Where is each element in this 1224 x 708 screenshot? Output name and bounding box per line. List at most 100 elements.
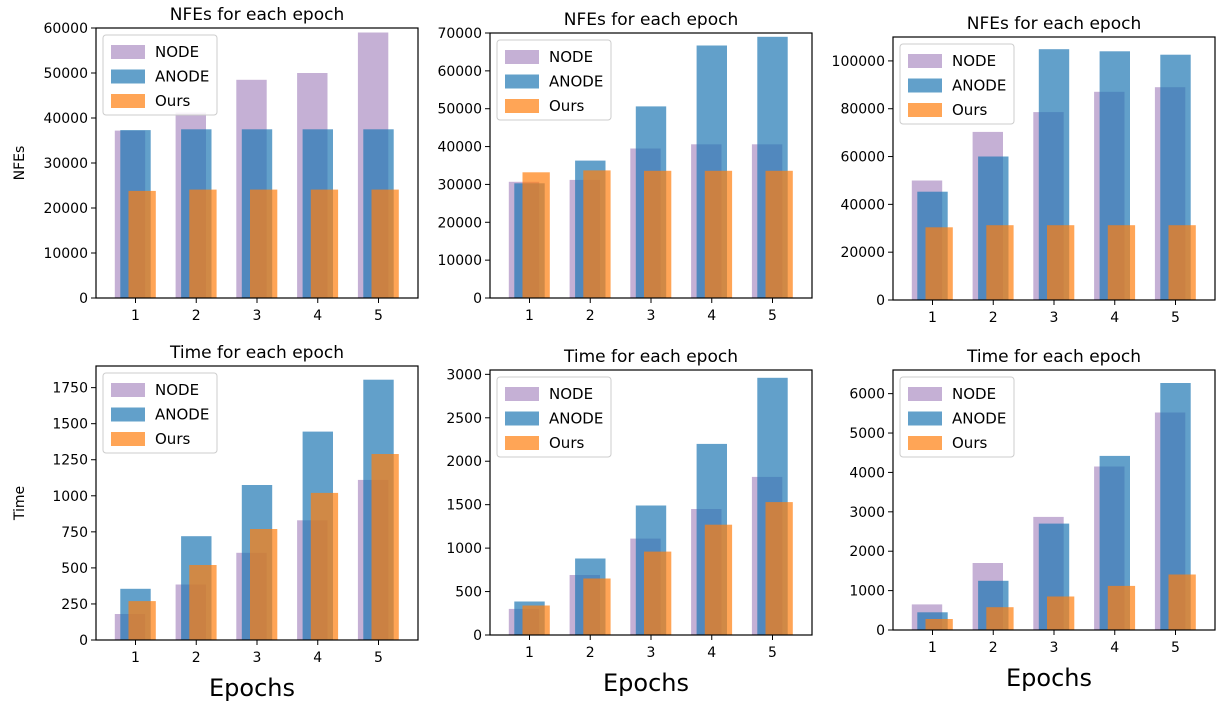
x-tick-label: 4 [313,650,322,666]
legend-label-anode: ANODE [155,406,209,424]
legend-label-anode: ANODE [155,68,209,86]
legend-swatch-anode [505,74,539,89]
legend-label-anode: ANODE [549,73,603,91]
legend-label-anode: ANODE [952,77,1006,95]
legend-swatch-ours [505,99,539,113]
legend-label-node: NODE [952,385,996,403]
legend-label-node: NODE [155,43,199,61]
y-tick-label: 40000 [437,140,482,156]
bar-ours-epoch-1 [128,190,156,298]
bar-ours-epoch-1 [128,601,156,640]
bar-ours-epoch-3 [1047,596,1075,630]
bar-ours-epoch-4 [310,492,339,640]
x-tick-label: 4 [1110,310,1119,326]
y-tick-label: 5000 [849,426,885,442]
legend-label-ours: Ours [155,92,190,110]
y-tick-label: 0 [79,291,88,307]
legend: NODE ANODE Ours [899,376,1015,458]
x-tick-label: 1 [525,645,534,661]
y-tick-label: 1500 [446,498,482,514]
chart-panel-3: 0 20000 40000 60000 80000 100000 1 2 3 4 5 NFEs for… [832,14,1216,326]
y-tick-label: 70000 [437,26,482,42]
legend: NODE ANODE Ours [102,34,218,116]
x-tick-label: 1 [928,310,937,326]
x-tick-label: 4 [707,308,716,324]
x-tick-label: 1 [131,308,140,324]
x-tick-label: 5 [1171,640,1180,656]
legend: NODE ANODE Ours [496,376,612,458]
bar-ours-epoch-2 [986,225,1014,300]
bar-ours-epoch-3 [250,189,278,298]
legend-label-ours: Ours [549,97,584,115]
y-tick-label: 3000 [849,505,885,521]
chart-panel-2: 0 10000 20000 30000 40000 50000 60000 70000 1 2 3 4… [437,10,813,324]
legend-label-anode: ANODE [952,410,1006,428]
chart-title: NFEs for each epoch [564,10,738,30]
y-tick-label: 1500 [52,417,88,433]
legend-swatch-ours [908,436,942,450]
y-tick-label: 30000 [43,156,88,172]
x-axis-label: Epochs [1006,664,1092,692]
y-tick-label: 60000 [437,64,482,80]
y-tick-label: 60000 [43,21,88,37]
legend-swatch-node [111,45,145,59]
y-tick-label: 2000 [849,544,885,560]
y-tick-label: 20000 [840,245,885,261]
x-tick-label: 2 [192,308,201,324]
bar-ours-epoch-3 [250,529,278,640]
x-tick-label: 3 [1050,640,1059,656]
bar-ours-epoch-1 [925,227,953,300]
bar-ours-epoch-4 [1107,585,1136,630]
y-tick-label: 10000 [437,253,482,269]
y-tick-label: 0 [473,291,482,307]
x-tick-label: 3 [1050,310,1059,326]
x-tick-label: 3 [647,308,656,324]
legend-label-anode: ANODE [549,410,603,428]
x-tick-label: 4 [707,645,716,661]
chart-panel-5: 0 500 1000 1500 2000 2500 3000 1 2 3 4 5 Time for ea… [446,347,813,697]
x-axis-label: Epochs [603,669,689,697]
legend-label-node: NODE [549,48,593,66]
x-tick-label: 2 [989,640,998,656]
bar-ours-epoch-4 [310,189,339,298]
legend-swatch-anode [111,69,145,84]
bar-ours-epoch-4 [704,170,733,298]
y-tick-label: 10000 [43,246,88,262]
bar-ours-epoch-1 [522,605,550,635]
chart-title: NFEs for each epoch [967,14,1141,34]
chart-title: Time for each epoch [169,343,344,363]
y-tick-label: 0 [473,628,482,644]
y-tick-label: 40000 [43,111,88,127]
bar-ours-epoch-5 [1168,574,1196,630]
x-axis-label: Epochs [209,674,295,702]
y-tick-label: 250 [61,597,88,613]
y-tick-label: 6000 [849,387,885,403]
chart-title: NFEs for each epoch [170,5,344,25]
x-tick-label: 3 [647,645,656,661]
chart-title: Time for each epoch [563,347,738,367]
legend: NODE ANODE Ours [496,39,612,121]
y-tick-label: 750 [61,525,88,541]
bar-ours-epoch-1 [925,619,953,630]
legend-label-ours: Ours [952,101,987,119]
bar-ours-epoch-2 [189,565,217,640]
y-tick-label: 1250 [52,453,88,469]
legend-swatch-anode [505,411,539,426]
y-tick-label: 500 [455,585,482,601]
legend-swatch-anode [908,78,942,93]
x-tick-label: 4 [1110,640,1119,656]
legend: NODE ANODE Ours [102,372,218,454]
x-tick-label: 5 [768,645,777,661]
bar-ours-epoch-1 [522,172,550,298]
y-tick-label: 3000 [446,367,482,383]
legend-label-ours: Ours [549,434,584,452]
x-tick-label: 3 [253,308,262,324]
x-tick-label: 2 [192,650,201,666]
x-tick-label: 5 [374,308,383,324]
y-tick-label: 2500 [446,411,482,427]
x-tick-label: 1 [131,650,140,666]
y-tick-label: 20000 [43,201,88,217]
x-tick-label: 1 [525,308,534,324]
legend-swatch-node [908,387,942,401]
legend-swatch-ours [908,103,942,117]
